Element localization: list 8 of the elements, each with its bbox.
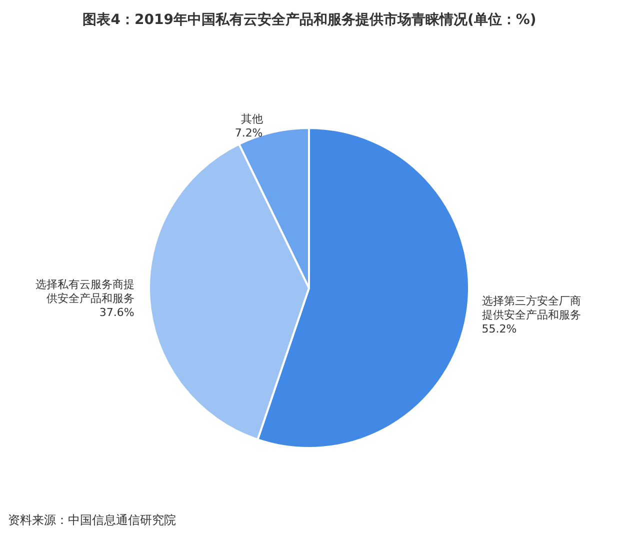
chart-title: 图表4：2019年中国私有云安全产品和服务提供市场青睐情况(单位：%)	[82, 11, 536, 28]
text: 资料来源：中国信息通信研究院	[8, 513, 176, 527]
slice-label: 选择第三方安全厂商提供安全产品和服务	[482, 294, 581, 322]
slice-label: 其他	[240, 112, 263, 126]
data-label: 7.2%	[234, 126, 263, 140]
data-label: 37.6%	[99, 306, 134, 319]
data-label: 55.2%	[482, 322, 517, 336]
slice-label: 选择私有云服务商提供安全产品和服务	[35, 278, 134, 305]
